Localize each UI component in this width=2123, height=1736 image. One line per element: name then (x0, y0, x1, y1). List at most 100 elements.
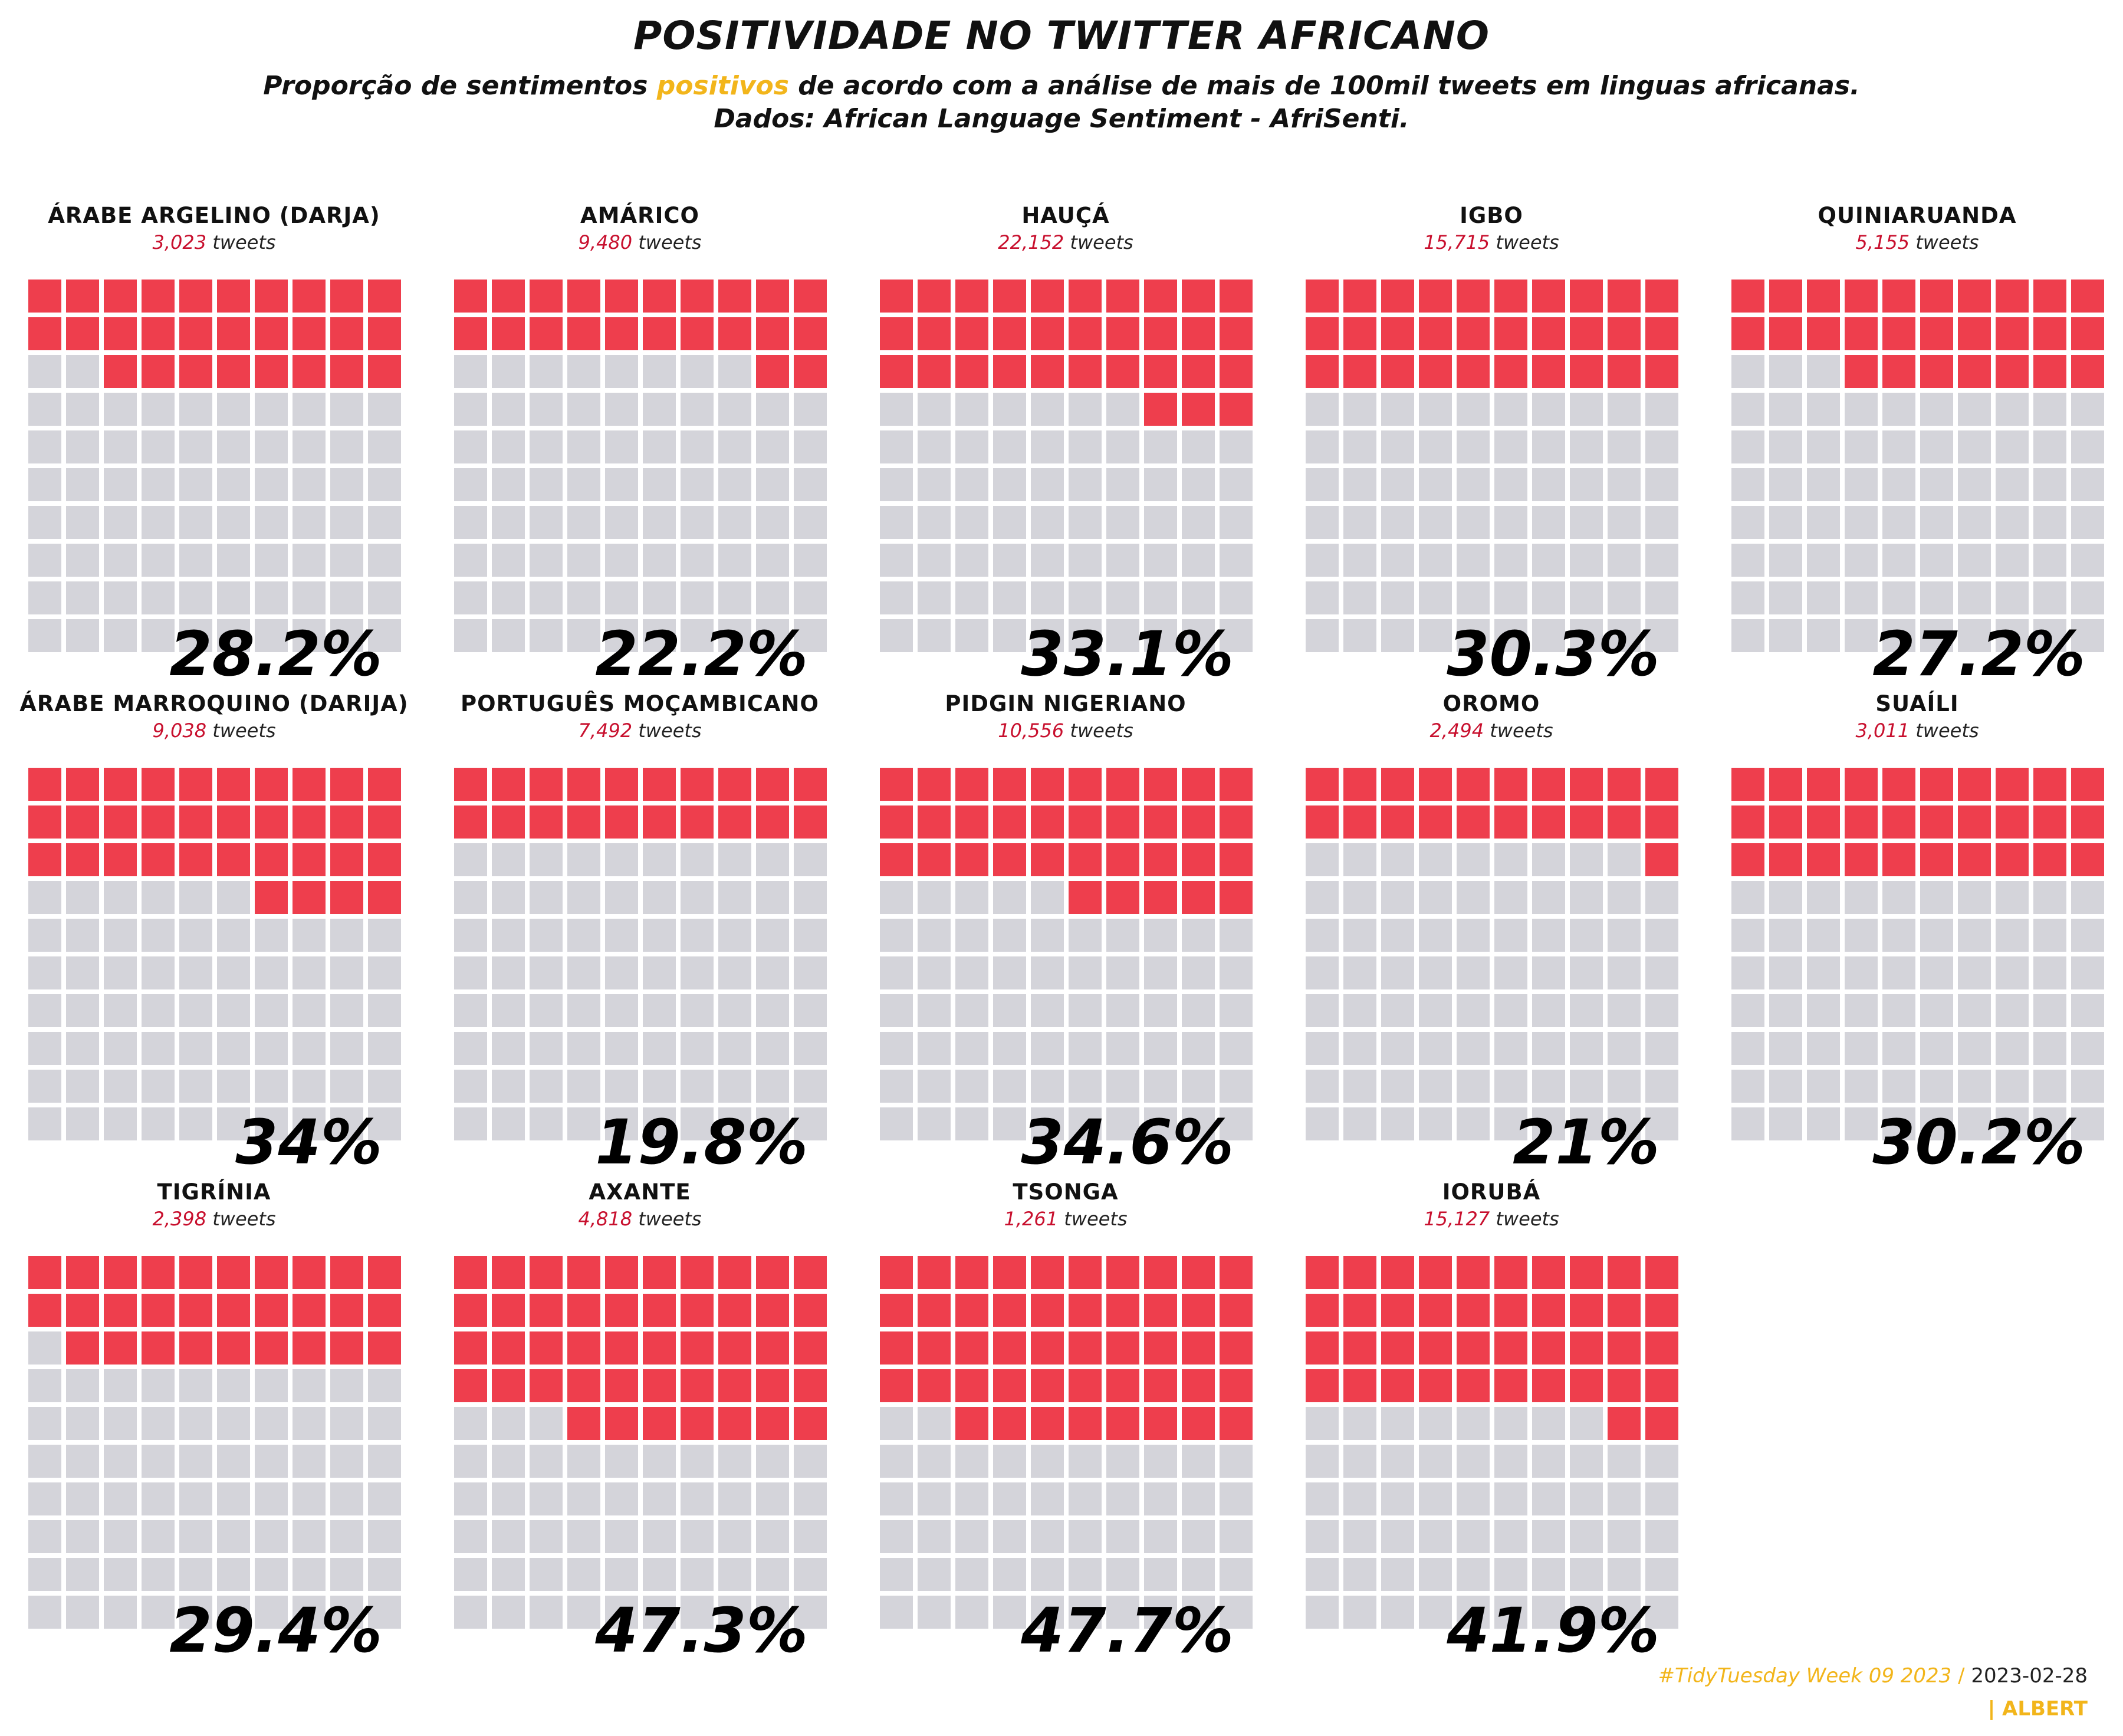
waffle-cell-positive (918, 1331, 951, 1365)
waffle-cell-other (454, 1407, 487, 1440)
waffle-cell-positive (1182, 317, 1215, 350)
waffle-cell-other (993, 1445, 1026, 1478)
waffle-cell-positive (2071, 317, 2104, 350)
waffle-cell-positive (718, 317, 751, 350)
waffle-cell-positive (605, 1294, 638, 1327)
waffle-cell-other (1845, 1032, 1878, 1065)
waffle-cell-other (2071, 430, 2104, 463)
waffle-cell-other (179, 393, 212, 426)
waffle-cell-other (1031, 1070, 1064, 1103)
waffle-cell-other (643, 619, 676, 652)
waffle-cell-positive (1920, 317, 1953, 350)
waffle-cell-other (756, 994, 789, 1027)
waffle-cell-other (1144, 919, 1177, 952)
waffle-cell-positive (368, 1256, 401, 1289)
waffle-panel: OROMO 2,494 tweets 21% (1306, 691, 1678, 1175)
waffle-cell-other (1457, 1107, 1490, 1140)
waffle-cell-other (28, 619, 61, 652)
waffle-cell-other (104, 994, 137, 1027)
waffle-cell-other (794, 956, 827, 989)
waffle-cell-other (1570, 1032, 1603, 1065)
tweet-count-unit: tweets (638, 231, 702, 254)
waffle-cell-other (1608, 1558, 1641, 1591)
waffle-cell-other (368, 919, 401, 952)
waffle-cell-other (217, 544, 250, 577)
waffle-cell-other (454, 843, 487, 876)
waffle-cell-other (567, 619, 600, 652)
waffle-cell-other (718, 1107, 751, 1140)
waffle-cell-other (142, 468, 175, 501)
waffle-cell-positive (217, 768, 250, 801)
waffle-cell-other (880, 1407, 913, 1440)
waffle-cell-positive (2071, 355, 2104, 388)
waffle-cell-other (179, 1032, 212, 1065)
waffle-cell-other (1381, 1032, 1414, 1065)
waffle-cell-positive (756, 1369, 789, 1402)
waffle-cell-positive (643, 280, 676, 313)
waffle-cell-other (217, 1407, 250, 1440)
waffle-cell-other (643, 1596, 676, 1629)
waffle-cell-positive (1220, 317, 1253, 350)
waffle-cell-positive (1645, 1294, 1678, 1327)
waffle-cell-other (454, 430, 487, 463)
waffle-cell-other (1882, 393, 1915, 426)
waffle-cell-other (1807, 881, 1840, 914)
waffle-cell-other (955, 1596, 988, 1629)
waffle-cell-other (880, 1445, 913, 1478)
waffle-cell-other (368, 544, 401, 577)
waffle-cell-other (1645, 1070, 1678, 1103)
waffle-cell-other (605, 1032, 638, 1065)
waffle-cell-other (567, 1596, 600, 1629)
waffle-cell-other (1144, 506, 1177, 539)
waffle-cell-positive (605, 805, 638, 839)
tweet-count-number: 9,038 (152, 719, 207, 742)
waffle-cell-positive (454, 805, 487, 839)
waffle-cell-other (1343, 1558, 1376, 1591)
tweet-count-unit: tweets (1070, 231, 1133, 254)
waffle-cell-other (1731, 1032, 1764, 1065)
waffle-cell-other (681, 430, 714, 463)
waffle-cell-positive (1731, 805, 1764, 839)
waffle-cell-positive (1807, 805, 1840, 839)
waffle-cell-other (756, 1445, 789, 1478)
waffle-cell-positive (217, 317, 250, 350)
waffle-cell-other (1882, 1032, 1915, 1065)
waffle-cell-other (217, 393, 250, 426)
waffle-cell-positive (179, 280, 212, 313)
waffle-cell-other (454, 355, 487, 388)
waffle-cell-positive (1608, 805, 1641, 839)
waffle-cell-other (1306, 506, 1339, 539)
waffle-cell-positive (293, 280, 326, 313)
waffle-cell-positive (1106, 1369, 1139, 1402)
panel-tweet-count: 7,492 tweets (454, 719, 826, 742)
waffle-cell-other (66, 1032, 99, 1065)
waffle-cell-positive (794, 1294, 827, 1327)
waffle-cell-positive (1182, 1407, 1215, 1440)
waffle-cell-other (104, 468, 137, 501)
waffle-cell-positive (1031, 1294, 1064, 1327)
waffle-cell-other (293, 1407, 326, 1440)
waffle-cell-other (643, 355, 676, 388)
waffle-cell-other (918, 919, 951, 952)
waffle-cell-positive (1343, 805, 1376, 839)
waffle-cell-other (1220, 506, 1253, 539)
waffle-cell-other (1031, 1520, 1064, 1553)
waffle-cell-other (1419, 1407, 1452, 1440)
waffle-cell-other (605, 843, 638, 876)
waffle-cell-positive (567, 1369, 600, 1402)
waffle-cell-other (567, 919, 600, 952)
waffle-cell-other (1731, 994, 1764, 1027)
waffle-cell-other (918, 1407, 951, 1440)
waffle-cell-positive (1958, 843, 1991, 876)
waffle-cell-other (293, 619, 326, 652)
waffle-cell-other (1457, 393, 1490, 426)
waffle-cell-other (1532, 1407, 1565, 1440)
waffle-cell-other (1381, 468, 1414, 501)
waffle-cell-other (756, 506, 789, 539)
waffle-cell-other (66, 1407, 99, 1440)
waffle-cell-other (368, 619, 401, 652)
waffle-cell-positive (530, 1331, 563, 1365)
footer-author: | ALBERT (1987, 1697, 2088, 1721)
waffle-cell-positive (1419, 1294, 1452, 1327)
waffle-cell-other (1381, 1558, 1414, 1591)
